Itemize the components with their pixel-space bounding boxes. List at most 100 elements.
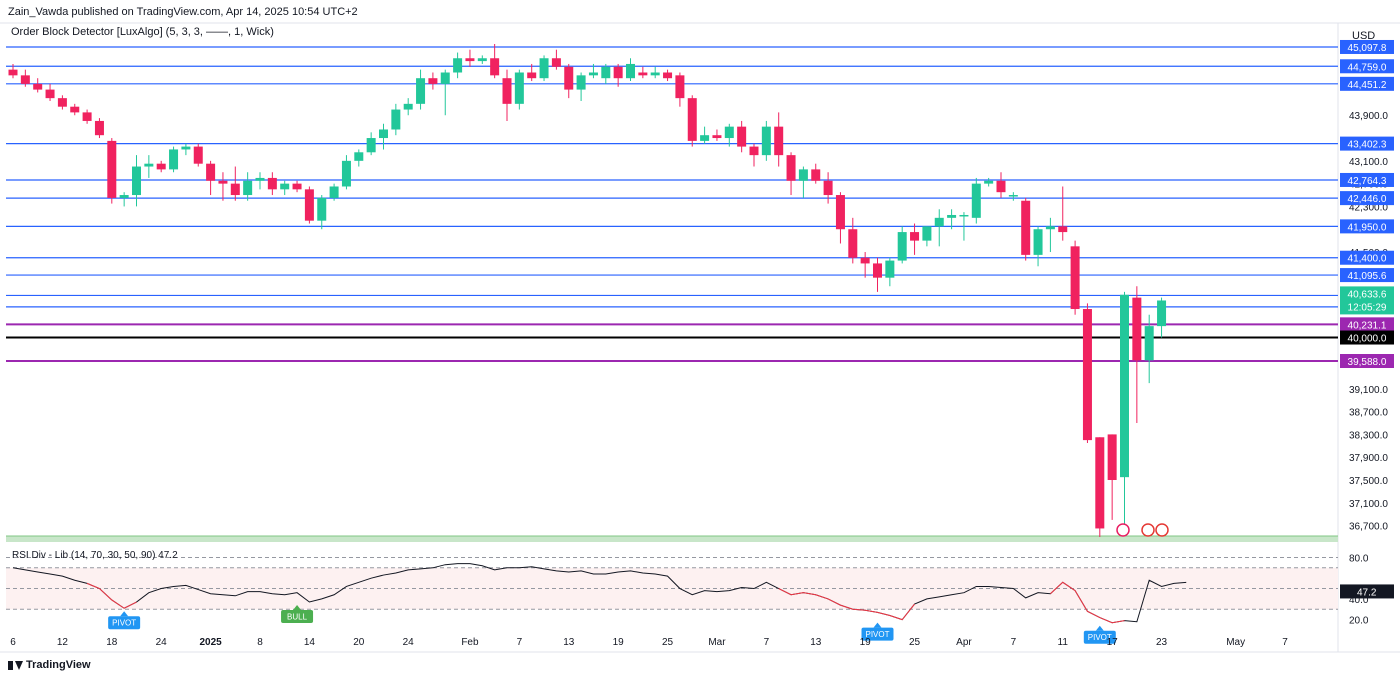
candle-body	[539, 58, 549, 79]
publisher-line: Zain_Vawda published on TradingView.com,…	[8, 6, 358, 18]
candle-body	[193, 146, 203, 164]
price-tick-label: 38,700.0	[1349, 408, 1388, 419]
price-tick-label: 42,300.0	[1349, 202, 1388, 213]
candle-body	[798, 169, 808, 181]
candle-body	[1008, 195, 1018, 197]
time-tick-label: 7	[1282, 637, 1288, 648]
price-tick-label: 39,100.0	[1349, 385, 1388, 396]
candle-body	[107, 140, 117, 198]
rsi-marker-badge	[1083, 630, 1116, 644]
candle-body	[20, 75, 30, 84]
candle-body	[1144, 326, 1154, 361]
candle-body	[823, 180, 833, 196]
candle-body	[761, 126, 771, 156]
price-level-tag	[1340, 354, 1394, 369]
price-level-label: 41,400.0	[1348, 254, 1387, 265]
candle-body	[366, 138, 376, 153]
price-level-label: 39,588.0	[1348, 357, 1387, 368]
candle-body	[1033, 229, 1043, 255]
candle-body	[119, 195, 129, 198]
candle-body	[304, 189, 314, 221]
rsi-marker-arrow	[120, 611, 129, 617]
time-tick-label: 19	[860, 637, 872, 648]
candle-body	[1070, 246, 1080, 310]
rsi-marker-arrow	[293, 605, 302, 611]
candle-body	[1132, 297, 1142, 361]
price-level-tag	[1340, 191, 1394, 206]
rsi-value-tag	[1340, 584, 1394, 599]
rsi-marker-label: PIVOT	[1088, 633, 1112, 642]
candle-body	[206, 163, 216, 181]
candle-body	[453, 58, 463, 73]
candle-body	[835, 195, 845, 230]
candle-body	[45, 89, 55, 99]
candle-body	[502, 78, 512, 104]
price-level-label: 45,097.8	[1348, 43, 1387, 54]
candle-body	[218, 180, 228, 184]
candle-body	[873, 263, 882, 278]
price-level-label: 42,764.3	[1348, 176, 1387, 187]
time-tick-label: 13	[810, 637, 822, 648]
candle-body	[156, 163, 166, 170]
price-level-label: 44,759.0	[1348, 62, 1387, 73]
time-tick-label: 7	[1011, 637, 1017, 648]
rsi-divergence-segment	[778, 588, 915, 621]
time-tick-label: 24	[156, 637, 168, 648]
last-price-label: 40,633.6	[1348, 289, 1387, 300]
time-tick-label: 13	[563, 637, 575, 648]
time-tick-label: 23	[1156, 637, 1168, 648]
rsi-divergence-segment	[86, 582, 137, 609]
brand-text: TradingView	[26, 659, 91, 671]
candle-body	[959, 214, 969, 217]
candle-body	[650, 72, 660, 76]
candle-body	[1021, 200, 1031, 255]
rsi-tick-label: 40.0	[1349, 595, 1369, 606]
candle-body	[774, 126, 784, 156]
candle-body	[663, 72, 673, 79]
candle-body	[934, 217, 944, 227]
candle-body	[1120, 294, 1129, 478]
rsi-divergence-segment	[1050, 581, 1125, 624]
candle-body	[712, 135, 722, 139]
price-level-tag	[1340, 76, 1394, 91]
tradingview-logo-icon	[8, 660, 23, 670]
tradingview-brand: TradingView	[8, 659, 91, 671]
time-tick-label: 11	[1058, 637, 1069, 648]
candle-body	[292, 183, 302, 190]
candle-body	[749, 146, 759, 156]
rsi-marker-badge	[281, 610, 314, 624]
candle-body	[514, 72, 524, 104]
rsi-marker-arrow	[1095, 625, 1104, 631]
candle-body	[996, 180, 1006, 193]
candle-body	[379, 129, 388, 139]
rsi-tick-label: 20.0	[1349, 616, 1369, 627]
price-tick-label: 43,100.0	[1349, 157, 1388, 168]
price-level-tag	[1340, 317, 1394, 332]
candle-body	[588, 72, 598, 76]
event-icon	[1141, 523, 1155, 537]
time-tick-label: May	[1226, 637, 1245, 648]
candle-body	[848, 229, 858, 258]
price-level-label: 42,446.0	[1348, 194, 1387, 205]
price-level-tag	[1340, 268, 1394, 283]
candle-body	[786, 155, 796, 181]
price-level-tag	[1340, 59, 1394, 74]
candle-body	[8, 69, 18, 76]
candle-body	[255, 177, 265, 181]
candle-body	[280, 183, 290, 190]
candle-body	[1058, 226, 1068, 233]
candle-body	[1045, 226, 1055, 230]
price-level-label: 41,950.0	[1348, 222, 1387, 233]
rsi-marker-badge	[861, 627, 894, 641]
price-level-label: 40,000.0	[1348, 334, 1387, 345]
candle-body	[329, 186, 339, 198]
candle-body	[737, 126, 747, 147]
candle-body	[230, 183, 240, 196]
candle-body	[317, 197, 327, 221]
time-tick-label: 7	[517, 637, 523, 648]
price-level-label: 44,451.2	[1348, 80, 1387, 91]
rsi-marker-badge	[108, 616, 141, 630]
time-tick-label: 24	[403, 637, 415, 648]
candle-body	[144, 163, 154, 167]
